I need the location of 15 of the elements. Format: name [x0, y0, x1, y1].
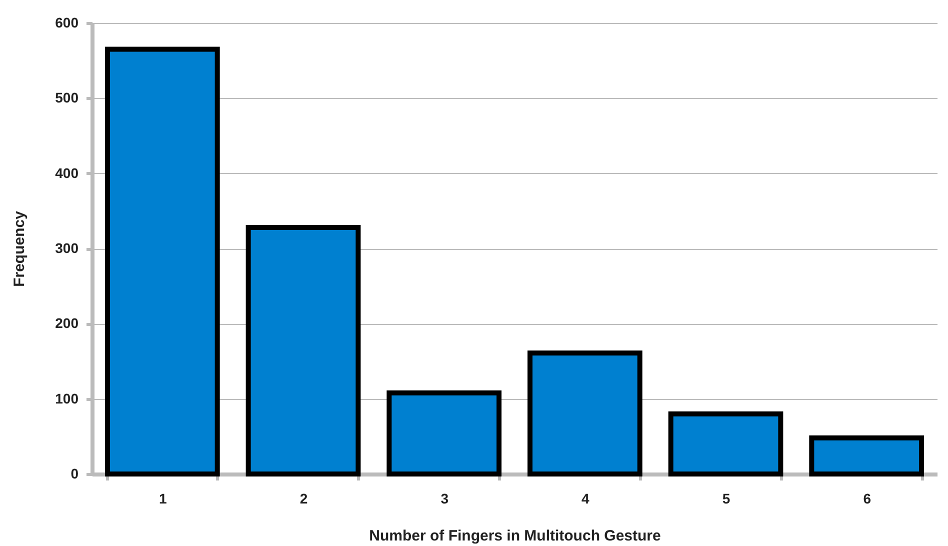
y-tick-label: 200	[55, 315, 79, 332]
y-tick-label: 0	[70, 466, 79, 482]
y-tick-label: 400	[55, 164, 79, 181]
y-tick-label: 100	[55, 390, 79, 406]
x-tick-label: 6	[863, 490, 872, 506]
y-tick-label: 500	[55, 90, 79, 106]
x-tick-label: 4	[582, 490, 590, 506]
x-tick-label: 2	[300, 490, 308, 506]
x-axis-title: Number of Fingers in Multitouch Gesture	[369, 528, 661, 544]
x-tick-label: 3	[440, 490, 449, 506]
x-tick-label: 1	[159, 490, 168, 506]
y-tick-label: 600	[55, 14, 79, 30]
x-tick-label: 5	[722, 490, 730, 506]
y-tick-label: 300	[55, 240, 79, 256]
y-axis-title: Frequency	[11, 210, 28, 287]
